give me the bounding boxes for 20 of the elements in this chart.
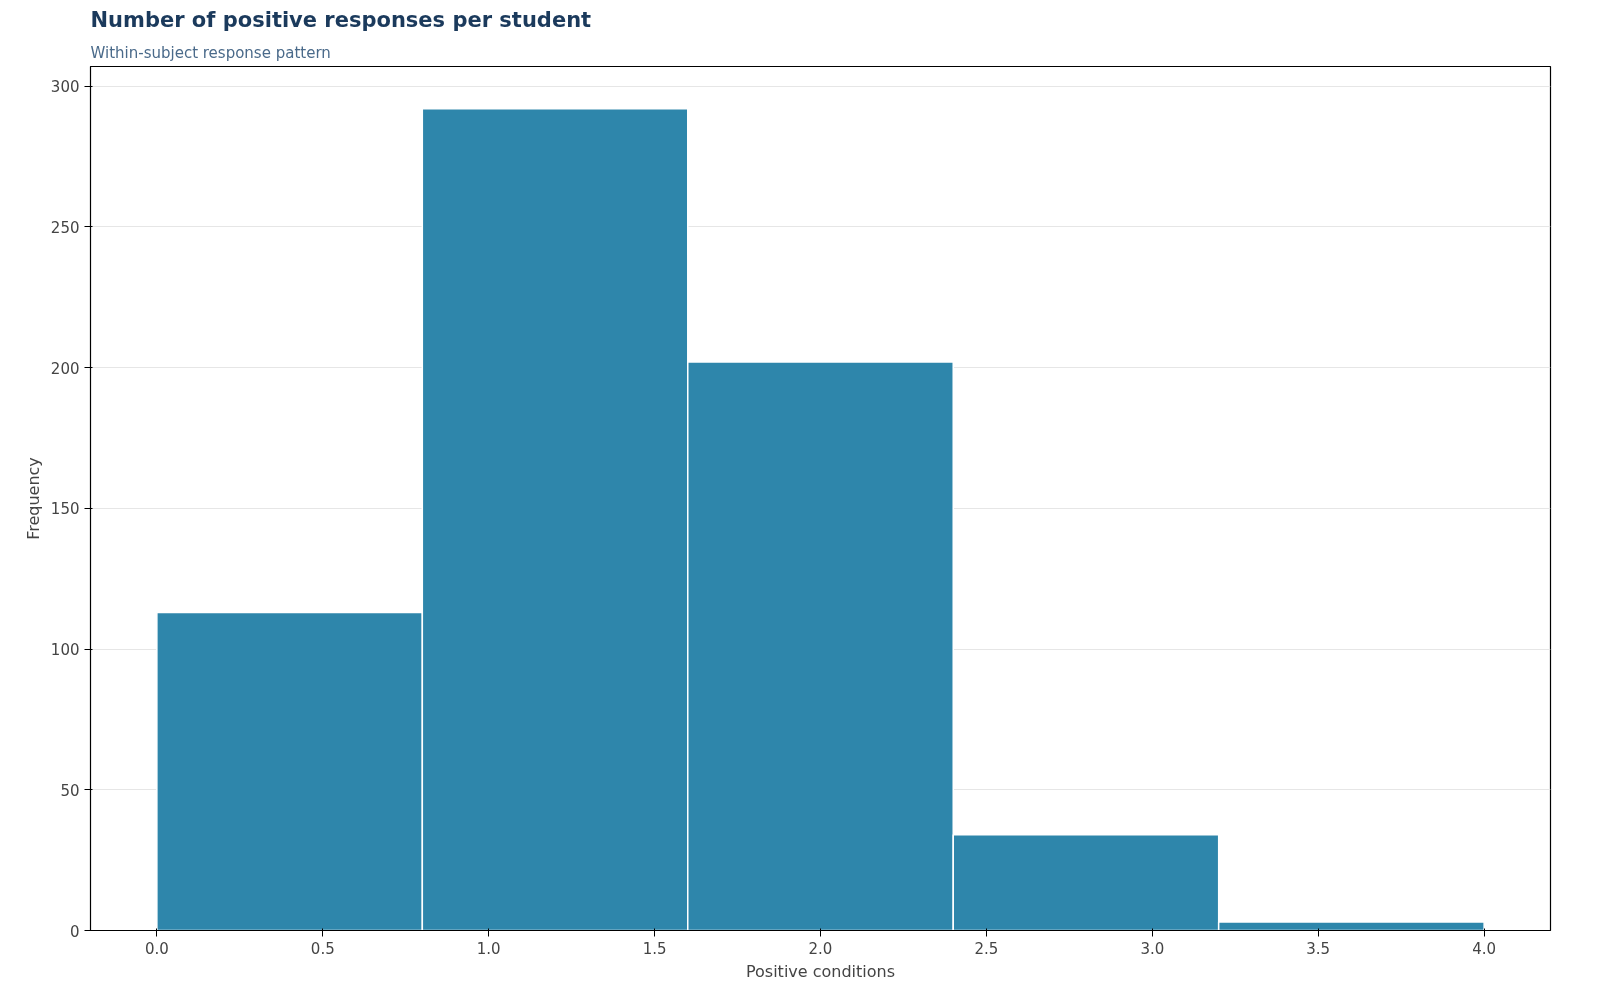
chart-title: Number of positive responses per student (90, 7, 592, 32)
x-axis-title: Positive conditions (745, 961, 896, 981)
y-axis-title: Frequency (23, 457, 43, 540)
x-tick-label: 3.0 (1140, 939, 1165, 958)
y-tick-label: 100 (50, 641, 80, 660)
x-tick-label: 4.0 (1472, 939, 1497, 958)
y-tick-label: 150 (50, 500, 80, 519)
chart-subtitle: Within-subject response pattern (90, 43, 331, 62)
x-tick-label: 2.5 (974, 939, 999, 958)
x-tick-label: 2.0 (808, 939, 833, 958)
y-tick-label: 50 (60, 781, 80, 800)
x-tick-label: 1.5 (642, 939, 667, 958)
x-tick-label: 3.5 (1306, 939, 1331, 958)
y-tick-label: 300 (50, 78, 80, 97)
y-tick-label: 200 (50, 359, 80, 378)
x-tick-label: 0.0 (144, 939, 169, 958)
y-tick-label: 0 (69, 922, 80, 941)
x-tick-label: 1.0 (476, 939, 501, 958)
x-tick-label: 0.5 (310, 939, 335, 958)
y-tick-label: 250 (50, 218, 80, 237)
